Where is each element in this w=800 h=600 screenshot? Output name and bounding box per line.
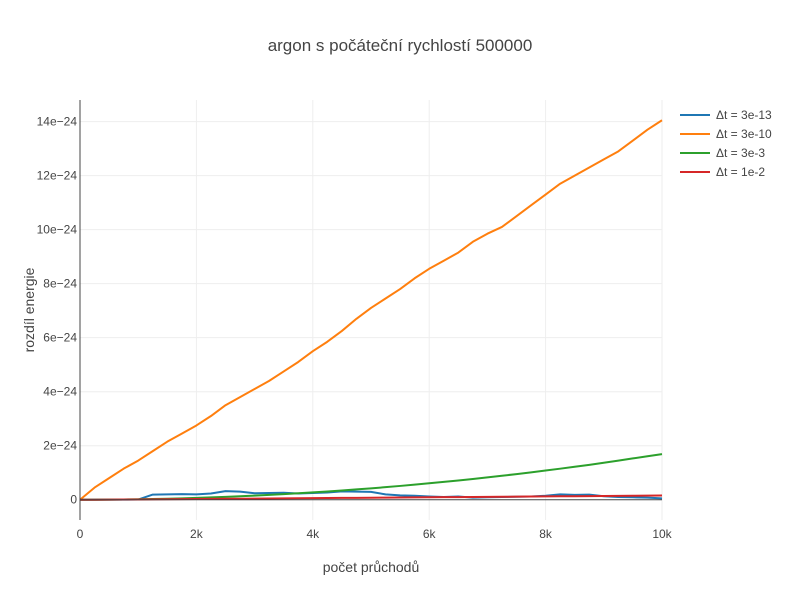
axis-layer: 0 2k 4k 6k 8k 10k 0 2e−24 4e−24 6e−24 8e−24 10e−24 1…	[37, 100, 673, 541]
x-tick-label: 8k	[539, 527, 553, 541]
legend-label: Δt = 3e-3	[716, 146, 765, 160]
x-tick-label: 4k	[306, 527, 320, 541]
series-line-2	[79, 119, 663, 501]
legend-item-2[interactable]: Δt = 3e-10	[680, 127, 772, 141]
y-tick-label: 4e−24	[43, 385, 77, 399]
series-line-1	[79, 490, 663, 501]
x-axis-title: počet průchodů	[323, 559, 420, 575]
y-tick-label: 8e−24	[43, 277, 77, 291]
legend-item-4[interactable]: Δt = 1e-2	[680, 165, 765, 179]
series-line-4	[79, 494, 663, 501]
series-layer	[79, 119, 663, 501]
y-tick-label: 10e−24	[37, 223, 78, 237]
legend-item-3[interactable]: Δt = 3e-3	[680, 146, 765, 160]
legend[interactable]: Δt = 3e-13 Δt = 3e-10 Δt = 3e-3 Δt = 1e-2	[680, 108, 772, 179]
y-tick-label: 0	[70, 493, 77, 507]
x-tick-label: 2k	[190, 527, 204, 541]
chart-title: argon s počáteční rychlostí 500000	[268, 36, 533, 55]
legend-label: Δt = 1e-2	[716, 165, 765, 179]
x-tick-label: 0	[77, 527, 84, 541]
y-tick-label: 12e−24	[37, 169, 78, 183]
y-tick-label: 2e−24	[43, 439, 77, 453]
y-tick-label: 6e−24	[43, 331, 77, 345]
x-tick-label: 6k	[423, 527, 437, 541]
legend-item-1[interactable]: Δt = 3e-13	[680, 108, 772, 122]
legend-label: Δt = 3e-10	[716, 127, 772, 141]
x-tick-label: 10k	[652, 527, 672, 541]
grid-layer	[80, 100, 663, 520]
y-axis-title: rozdíl energie	[21, 267, 37, 352]
legend-label: Δt = 3e-13	[716, 108, 772, 122]
y-tick-label: 14e−24	[37, 115, 78, 129]
